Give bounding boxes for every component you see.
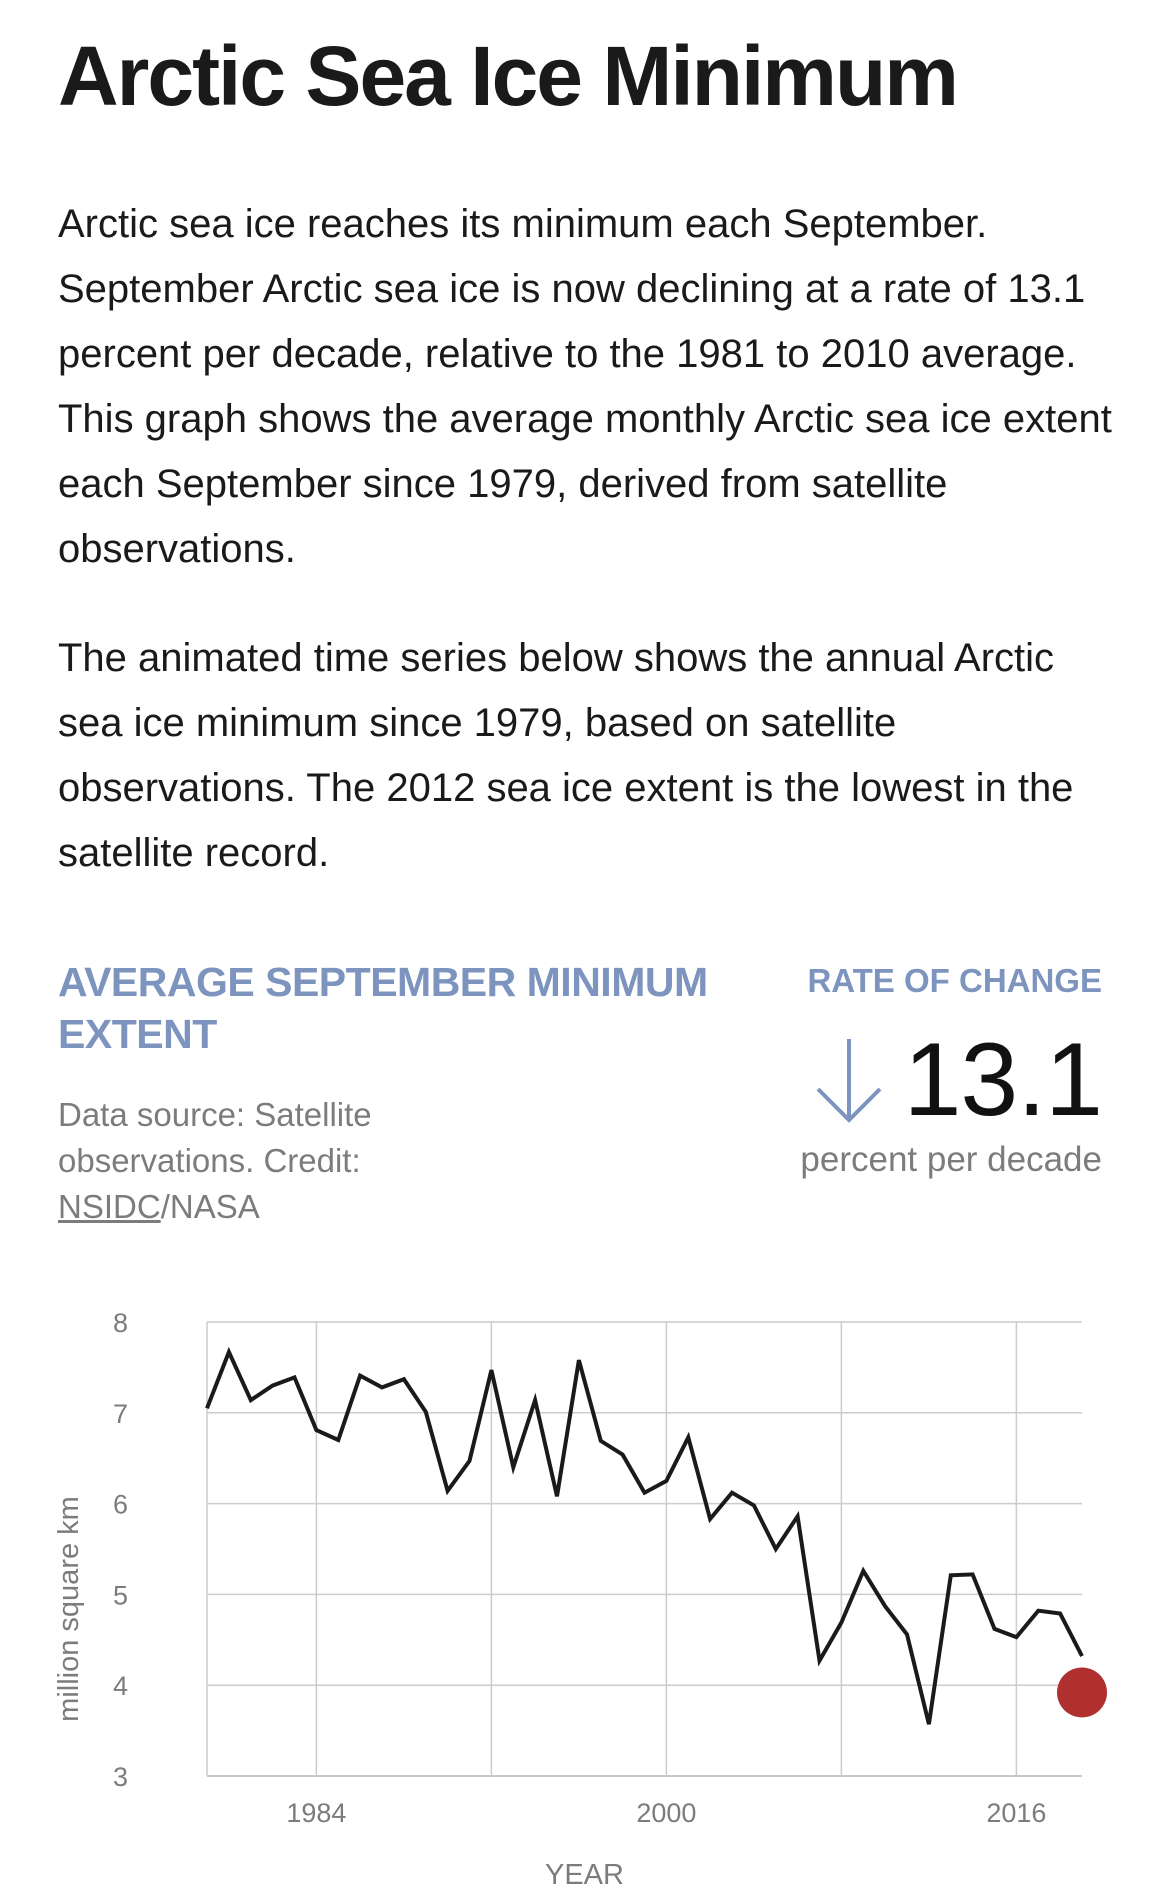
x-axis-title: YEAR [545, 1859, 624, 1891]
y-tick-label: 7 [113, 1399, 128, 1429]
x-tick-label: 1984 [286, 1798, 346, 1828]
rate-value: 13.1 [903, 1022, 1103, 1138]
y-tick-label: 4 [113, 1671, 128, 1701]
description-paragraph: The animated time series below shows the… [58, 636, 1074, 875]
y-tick-label: 5 [113, 1580, 128, 1610]
credit-suffix: /NASA [160, 1188, 260, 1225]
credit-prefix: Data source: Satellite observations. Cre… [58, 1096, 372, 1179]
y-tick-label: 3 [113, 1762, 128, 1792]
y-tick-label: 6 [113, 1490, 128, 1520]
y-axis-title: million square km [53, 1496, 85, 1722]
down-arrow-icon [816, 1039, 881, 1123]
data-source-credit: Data source: Satellite observations. Cre… [58, 1092, 458, 1230]
y-tick-label: 8 [113, 1308, 128, 1338]
nsidc-link[interactable]: NSIDC [58, 1188, 161, 1225]
sea-ice-line-chart: 3 4 5 6 7 8 1984 2000 2016 YEAR million square km [53, 1308, 1107, 1891]
rate-of-change-value-row: 13.1 [814, 1022, 1103, 1138]
intro-paragraph: Arctic sea ice reaches its minimum each … [58, 202, 1112, 571]
sea-ice-extent-series-line [205, 1346, 1084, 1725]
rate-unit: percent per decade [800, 1140, 1102, 1179]
latest-value-marker [1057, 1667, 1107, 1718]
rate-of-change-label: RATE OF CHANGE [807, 962, 1102, 999]
x-tick-label: 2016 [986, 1798, 1046, 1828]
chart-section-title: AVERAGE SEPTEMBER MINIMUM EXTENT [58, 959, 708, 1057]
x-tick-label: 2000 [636, 1798, 696, 1828]
page-title: Arctic Sea Ice Minimum [58, 29, 959, 123]
